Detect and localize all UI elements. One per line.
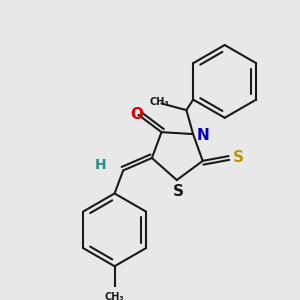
Text: O: O [130,107,143,122]
Text: CH₃: CH₃ [150,98,169,107]
Text: H: H [94,158,106,172]
Text: CH₃: CH₃ [105,292,124,300]
Text: N: N [196,128,209,143]
Text: S: S [173,184,184,199]
Text: S: S [232,150,244,165]
